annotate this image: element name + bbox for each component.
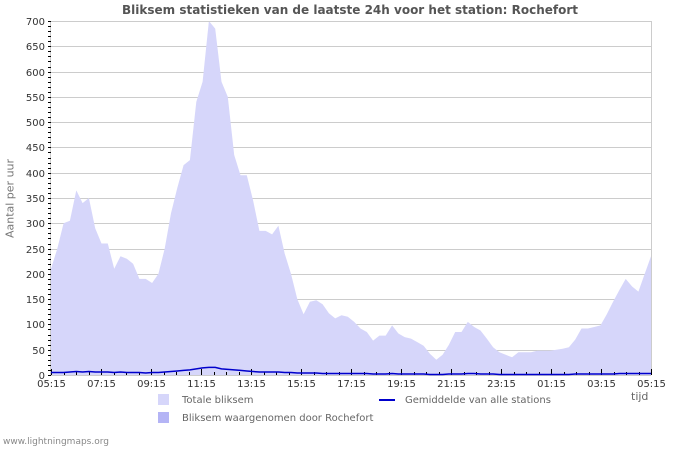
y-tick-label: 50 <box>32 346 45 357</box>
x-tick-label: 21:15 <box>437 379 466 390</box>
x-tick-label: 05:15 <box>37 379 66 390</box>
x-tick-label: 13:15 <box>237 379 266 390</box>
y-tick-label: 100 <box>26 320 45 331</box>
x-tick-label: 03:15 <box>587 379 616 390</box>
legend-label-total: Totale bliksem <box>182 395 254 406</box>
x-tick-label: 09:15 <box>137 379 166 390</box>
legend-label-average: Gemiddelde van alle stations <box>405 395 551 406</box>
y-axis-label: Aantal per uur <box>3 158 17 239</box>
x-tick-label: 23:15 <box>487 379 516 390</box>
x-tick-label: 19:15 <box>387 379 416 390</box>
y-tick-label: 200 <box>26 270 45 281</box>
y-tick-label: 300 <box>26 219 45 230</box>
x-tick-label: 17:15 <box>337 379 366 390</box>
legend-swatch-total <box>158 394 169 405</box>
y-tick-label: 350 <box>26 194 45 205</box>
y-axis: 0 50 100 150 200 250 300 350 400 450 500 550 600 650 7… <box>26 17 51 382</box>
legend-label-station: Bliksem waargenomen door Rochefort <box>182 413 374 424</box>
y-tick-label: 450 <box>26 143 45 154</box>
x-tick-label: 07:15 <box>87 379 116 390</box>
chart-title: Bliksem statistieken van de laatste 24h … <box>122 3 578 17</box>
y-tick-label: 400 <box>26 169 45 180</box>
y-tick-label: 700 <box>26 17 45 28</box>
y-tick-label: 650 <box>26 42 45 53</box>
footer-credit: www.lightningmaps.org <box>3 437 109 447</box>
y-tick-label: 500 <box>26 118 45 129</box>
x-tick-label: 01:15 <box>537 379 566 390</box>
legend-swatch-average <box>379 399 395 401</box>
x-tick-label: 15:15 <box>287 379 316 390</box>
x-tick-label: 05:15 <box>637 379 666 390</box>
average-line <box>51 366 651 376</box>
y-tick-label: 0 <box>39 371 45 382</box>
gridlines <box>51 21 651 351</box>
x-tick-label: 11:15 <box>187 379 216 390</box>
y-tick-label: 550 <box>26 93 45 104</box>
y-tick-label: 600 <box>26 68 45 79</box>
data-areas <box>51 21 651 375</box>
x-axis-label: tijd <box>631 390 649 403</box>
y-tick-label: 250 <box>26 245 45 256</box>
y-tick-label: 150 <box>26 295 45 306</box>
legend-swatch-station <box>158 412 169 423</box>
